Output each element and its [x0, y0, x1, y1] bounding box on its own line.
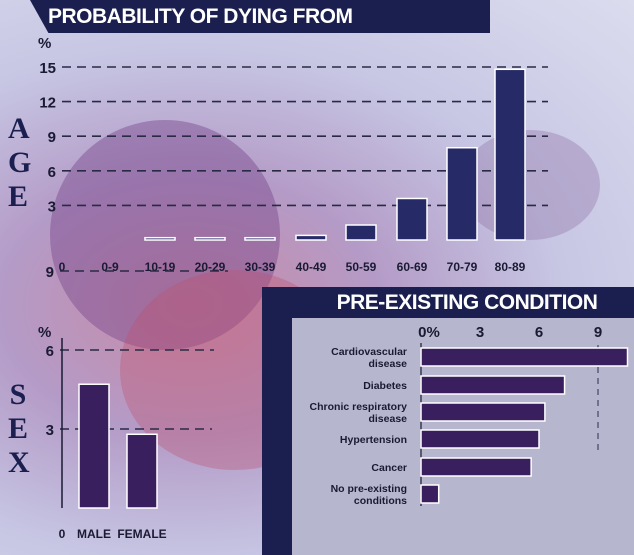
condition-bar-1 — [420, 375, 566, 395]
age-x-tick-7: 70-79 — [447, 260, 478, 274]
age-y-tick-3: 12 — [39, 95, 56, 112]
sex-bar-1 — [126, 433, 158, 509]
age-bar-8 — [494, 68, 526, 241]
age-x-tick-3: 30-39 — [245, 260, 276, 274]
condition-label-line: disease — [368, 358, 407, 370]
age-x-tick-0: 0-9 — [101, 260, 119, 274]
condition-label-line: No pre-existing — [331, 483, 407, 495]
main-title-text: PROBABILITY OF DYING FROM CORONAVIRUS — [48, 5, 353, 61]
condition-bar-4 — [420, 457, 532, 477]
condition-title: PRE-EXISTING CONDITION — [336, 291, 598, 314]
sex-x-origin: 0 — [59, 527, 66, 541]
age-side-label: AGE — [3, 112, 33, 214]
condition-label-3: Hypertension — [340, 434, 407, 446]
condition-x-tick-2: 6 — [535, 324, 543, 341]
condition-label-4: Cancer — [371, 462, 407, 474]
age-bar-2 — [194, 236, 226, 241]
main-title: PROBABILITY OF DYING FROM CORONAVIRUS — [30, 0, 490, 33]
age-x-tick-8: 80-89 — [495, 260, 526, 274]
condition-label-line: Cancer — [371, 462, 407, 474]
age-bar-1 — [144, 236, 176, 241]
condition-label-2: Chronic respiratory disease — [310, 401, 408, 425]
age-y-tick-2: 9 — [48, 129, 56, 146]
age-y-tick-0: 3 — [48, 198, 56, 215]
age-x-tick-6: 60-69 — [397, 260, 428, 274]
sex-y-tick-2: 9 — [46, 264, 54, 281]
age-side-label-text: AGE — [8, 112, 32, 213]
sex-y-unit: % — [38, 324, 51, 341]
age-x-origin: 0 — [59, 260, 66, 274]
condition-label-line: Hypertension — [340, 434, 407, 446]
age-x-tick-2: 20-29 — [195, 260, 226, 274]
condition-label-line: Cardiovascular — [331, 346, 407, 358]
sex-bar-0 — [78, 383, 110, 509]
condition-label-line: Diabetes — [363, 380, 407, 392]
virus-blob-3 — [460, 130, 600, 240]
age-bar-4 — [295, 234, 327, 241]
age-y-tick-4: 15 — [39, 60, 56, 77]
virus-blob-1 — [50, 120, 280, 350]
sex-y-tick-0: 3 — [46, 422, 54, 439]
sex-x-tick-0: MALE — [77, 527, 111, 541]
condition-bar-5 — [420, 484, 440, 504]
age-bar-3 — [244, 236, 276, 241]
age-x-tick-1: 10-19 — [145, 260, 176, 274]
age-x-tick-5: 50-59 — [346, 260, 377, 274]
condition-label-1: Diabetes — [363, 380, 407, 392]
age-y-tick-1: 6 — [48, 164, 56, 181]
age-x-tick-4: 40-49 — [296, 260, 327, 274]
condition-x-tick-3: 9 — [594, 324, 602, 341]
sex-side-label-text: SEX — [8, 378, 30, 479]
condition-bar-0 — [420, 347, 629, 367]
condition-label-line: Chronic respiratory — [310, 401, 408, 413]
condition-bar-3 — [420, 429, 540, 449]
sex-x-tick-1: FEMALE — [117, 527, 166, 541]
sex-y-tick-1: 6 — [46, 343, 54, 360]
age-bar-5 — [345, 224, 377, 241]
condition-label-line: conditions — [354, 495, 407, 507]
age-y-unit: % — [38, 35, 51, 52]
condition-bar-2 — [420, 402, 546, 422]
condition-label-line: disease — [368, 413, 407, 425]
age-bar-7 — [446, 146, 478, 241]
condition-x-tick-1: 3 — [476, 324, 484, 341]
age-bar-6 — [396, 197, 428, 241]
sex-side-label: SEX — [3, 378, 33, 480]
condition-label-0: Cardiovascular disease — [331, 346, 407, 370]
condition-x-tick-0: 0% — [418, 324, 440, 341]
condition-label-5: No pre-existing conditions — [331, 483, 408, 507]
